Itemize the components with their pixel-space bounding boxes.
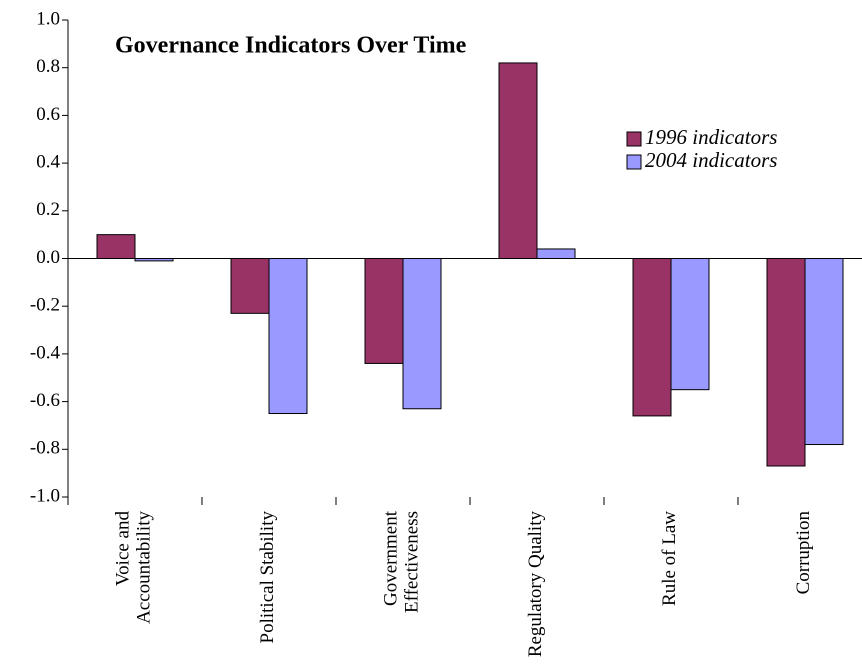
y-tick-label: 0.8 bbox=[36, 56, 60, 77]
y-tick-label: 0.6 bbox=[36, 104, 60, 125]
bar bbox=[498, 62, 538, 260]
bar bbox=[670, 258, 710, 391]
bar bbox=[96, 234, 136, 259]
bar bbox=[766, 258, 806, 467]
x-tick-label: Political Stability bbox=[257, 511, 278, 644]
bar bbox=[804, 258, 844, 446]
x-tick-label: Rule of Law bbox=[659, 511, 680, 606]
x-tick-label: Corruption bbox=[793, 511, 814, 595]
y-tick-label: -0.6 bbox=[30, 390, 60, 411]
bar bbox=[364, 258, 404, 364]
y-tick-label: -0.8 bbox=[30, 438, 60, 459]
x-tick-label: Regulatory Quality bbox=[525, 511, 546, 658]
x-tick-label: GovernmentEffectiveness bbox=[381, 510, 423, 613]
y-tick-label: 0.2 bbox=[36, 199, 60, 220]
chart-title: Governance Indicators Over Time bbox=[115, 33, 467, 59]
y-tick-label: 0.0 bbox=[36, 247, 60, 268]
bar bbox=[632, 258, 672, 417]
y-tick-label: 0.4 bbox=[36, 151, 60, 172]
x-tick-label: Voice andAccountability bbox=[113, 511, 155, 624]
y-tick-label: -1.0 bbox=[30, 485, 60, 506]
legend-swatch bbox=[626, 154, 642, 170]
y-tick-label: -0.4 bbox=[30, 342, 61, 363]
legend-label: 2004 indicators bbox=[645, 148, 777, 172]
legend-swatch bbox=[626, 131, 642, 147]
bar bbox=[536, 248, 576, 260]
y-tick-label: -0.2 bbox=[30, 295, 60, 316]
bar bbox=[402, 258, 442, 410]
bar bbox=[268, 258, 308, 415]
legend-label: 1996 indicators bbox=[645, 125, 777, 149]
bar bbox=[230, 258, 270, 314]
y-tick-label: 1.0 bbox=[36, 8, 60, 29]
